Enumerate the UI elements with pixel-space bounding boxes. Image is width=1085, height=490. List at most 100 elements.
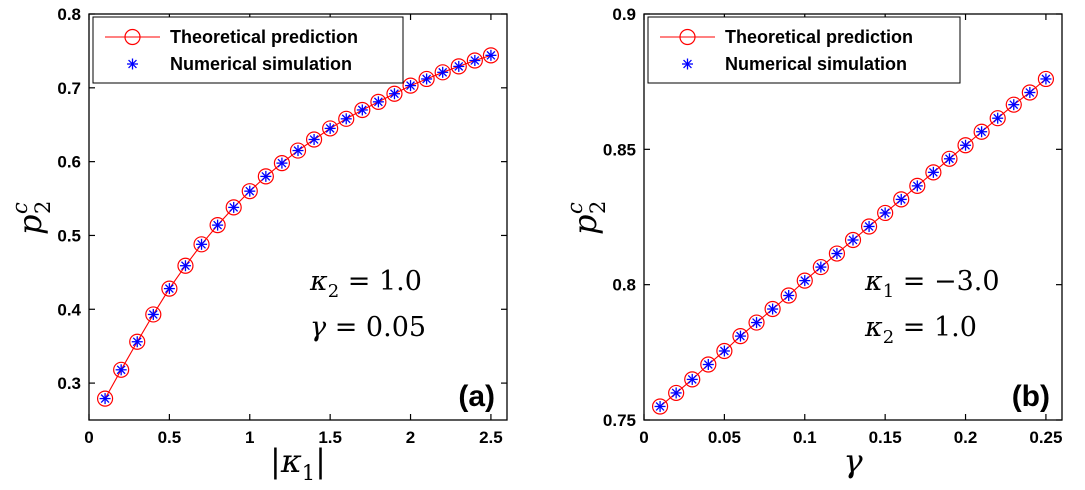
legend-label-simulation: Numerical simulation — [170, 54, 352, 74]
theoretical-point — [354, 101, 371, 119]
theoretical-point — [764, 300, 781, 318]
simulation-point — [702, 359, 714, 371]
svg-text:p: p — [566, 215, 604, 235]
theoretical-point — [957, 137, 974, 154]
theoretical-point — [684, 371, 701, 388]
annotation-parameter: κ2 = 1.0 — [309, 266, 422, 302]
theoretical-point — [289, 142, 307, 159]
simulation-point — [405, 80, 417, 92]
simulation-point — [308, 133, 320, 145]
theoretical-point — [748, 314, 765, 331]
panel-label: (a) — [458, 380, 495, 413]
theoretical-point — [482, 47, 500, 64]
x-tick-label: 1 — [245, 428, 254, 447]
simulation-point — [863, 220, 875, 232]
x-tick-label: 0.25 — [1029, 428, 1062, 447]
simulation-point — [847, 234, 859, 246]
theoretical-point — [732, 327, 749, 345]
theoretical-point — [386, 85, 403, 102]
x-tick-label: 2 — [406, 428, 415, 447]
theoretical-point — [860, 218, 878, 235]
theoretical-point — [418, 70, 435, 88]
simulation-point — [276, 157, 288, 169]
theoretical-point — [209, 217, 226, 234]
theoretical-point — [466, 52, 483, 69]
simulation-point — [453, 60, 465, 72]
theoretical-point — [796, 272, 813, 289]
legend-marker-theoretical — [679, 28, 696, 46]
theoretical-point — [909, 177, 926, 194]
simulation-point — [196, 238, 208, 250]
theoretical-point — [1021, 84, 1038, 101]
legend-label-theoretical: Theoretical prediction — [725, 27, 913, 47]
svg-text:2: 2 — [586, 201, 610, 214]
simulation-point — [388, 88, 400, 100]
simulation-point — [115, 364, 127, 376]
simulation-point — [815, 261, 827, 273]
y-tick-label: 0.3 — [57, 374, 81, 393]
y-tick-label: 0.75 — [603, 411, 636, 430]
simulation-point — [372, 96, 384, 108]
simulation-point — [1024, 86, 1036, 98]
theoretical-point — [402, 77, 419, 94]
y-axis-label: pc 2 — [563, 201, 610, 235]
simulation-point — [356, 104, 368, 116]
simulation-point — [212, 219, 224, 231]
simulation-point — [718, 345, 730, 357]
legend-box — [647, 16, 961, 84]
theoretical-point — [161, 280, 178, 297]
x-tick-label: 0 — [84, 428, 93, 447]
theoretical-point — [844, 231, 862, 249]
simulation-point — [1008, 99, 1020, 111]
simulation-point — [943, 153, 955, 165]
x-tick-label: 0.5 — [158, 428, 182, 447]
simulation-point — [976, 126, 988, 138]
svg-text:c: c — [563, 202, 587, 214]
x-tick-label: 0.15 — [869, 428, 902, 447]
simulation-point — [244, 185, 256, 197]
simulation-point — [340, 113, 352, 125]
simulation-point — [767, 303, 779, 315]
simulation-point — [228, 201, 240, 213]
theoretical-point — [338, 110, 355, 127]
x-tick-label: 1.5 — [318, 428, 342, 447]
theoretical-point — [941, 150, 958, 167]
theoretical-point — [241, 183, 258, 200]
y-tick-label: 0.5 — [57, 226, 81, 245]
theoretical-point — [668, 384, 685, 402]
y-tick-label: 0.9 — [612, 5, 636, 24]
theoretical-point — [1005, 96, 1022, 113]
y-tick-label: 0.8 — [612, 276, 636, 295]
simulation-point — [131, 336, 143, 348]
x-axis-label: |κ1| — [270, 442, 326, 485]
y-tick-label: 0.8 — [57, 5, 81, 24]
theoretical-point — [973, 123, 990, 140]
legend-marker-theoretical — [124, 28, 141, 46]
y-tick-label: 0.7 — [57, 79, 81, 98]
x-tick-label: 0.1 — [793, 428, 817, 447]
y-tick-label: 0.6 — [57, 153, 81, 172]
theoretical-point — [145, 306, 162, 323]
theoretical-point — [877, 204, 894, 222]
simulation-point — [670, 387, 682, 399]
simulation-point — [179, 260, 191, 272]
svg-text:2: 2 — [31, 201, 55, 214]
simulation-point — [421, 73, 433, 85]
theoretical-point — [273, 155, 291, 172]
svg-text:p: p — [11, 215, 49, 235]
simulation-point — [895, 193, 907, 205]
theoretical-point — [322, 120, 339, 137]
theoretical-point — [1037, 70, 1055, 88]
annotation-parameter: γ = 0.05 — [310, 312, 426, 343]
legend-label-simulation: Numerical simulation — [725, 54, 907, 74]
simulation-point — [437, 66, 449, 78]
simulation-point — [879, 207, 891, 219]
theoretical-point — [305, 131, 323, 148]
theoretical-point — [113, 361, 130, 378]
theoretical-point — [225, 199, 242, 216]
legend-box — [92, 16, 404, 84]
simulation-point — [485, 49, 497, 61]
legend-label-theoretical: Theoretical prediction — [170, 27, 358, 47]
panel-a: 0 0.5 1 1.5 2 2.5 0.3 0.4 0.5 0.6 0.7 0.8 Theoretica… — [8, 5, 508, 485]
